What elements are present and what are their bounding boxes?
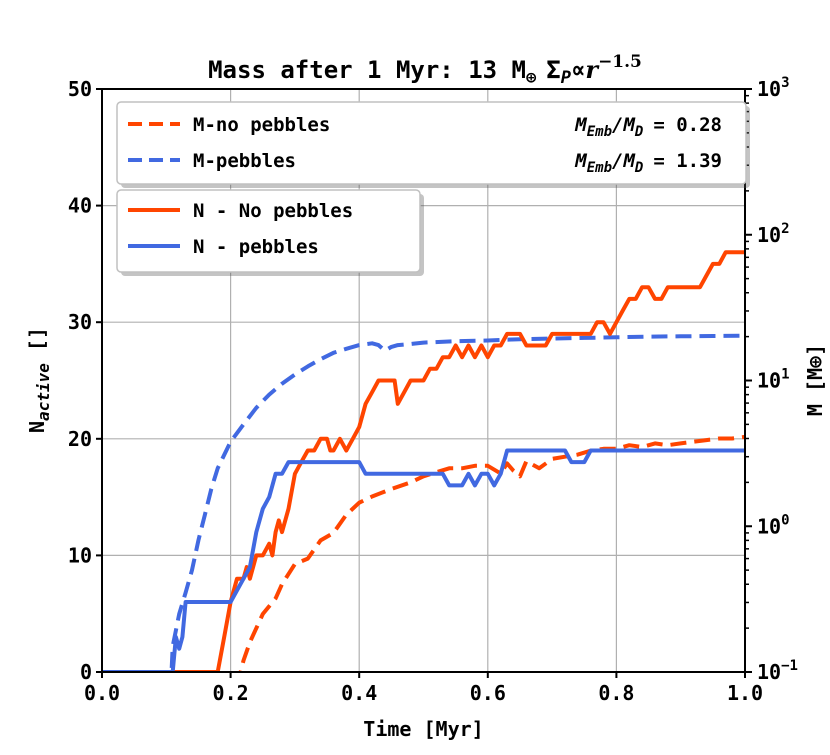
- chart-title: Mass after 1 Myr: 13 M⊕ ΣP∝r−1.5: [208, 52, 642, 88]
- legend-ratio: MEmb/MD = 1.39: [574, 150, 722, 176]
- x-tick-label: 0.2: [213, 681, 249, 705]
- y-left-tick-labels: 0 10 20 30 40 50: [68, 77, 92, 684]
- series-line-m-no-pebbles: [238, 434, 745, 672]
- x-tick-label: 0.4: [341, 681, 377, 705]
- axis-ticks: [96, 88, 752, 678]
- y-left-tick-label: 40: [68, 194, 92, 218]
- y-axis-label-right: M [M⊕]: [803, 344, 827, 416]
- legend-label: N - No pebbles: [193, 200, 353, 222]
- x-tick-label: 0.6: [470, 681, 506, 705]
- legend-label: N - pebbles: [193, 236, 319, 258]
- y-left-tick-label: 10: [68, 543, 92, 567]
- series-line-n-no-pebbles: [102, 250, 745, 672]
- x-tick-labels: 0.0 0.2 0.4 0.6 0.8 1.0: [84, 681, 763, 705]
- series-line-n-pebbles: [102, 448, 745, 672]
- legend-count: N - No pebbles N - pebbles: [116, 189, 424, 276]
- y-right-tick-label: 102: [757, 221, 790, 247]
- y-right-tick-label: 100: [757, 512, 790, 538]
- x-tick-label: 0.0: [84, 681, 120, 705]
- legend-label: M-no pebbles: [193, 114, 330, 136]
- series-line-m-pebbles: [169, 333, 745, 672]
- x-tick-label: 0.8: [598, 681, 634, 705]
- y-left-tick-label: 20: [68, 427, 92, 451]
- y-axis-label-left: Nactive []: [25, 327, 53, 433]
- legend-label: M-pebbles: [193, 150, 296, 172]
- y-left-tick-label: 50: [68, 77, 92, 101]
- y-right-tick-label: 103: [757, 75, 790, 101]
- x-tick-label: 1.0: [727, 681, 763, 705]
- y-left-tick-label: 0: [80, 660, 92, 684]
- y-right-tick-labels: 10−1 100 101 102 103: [757, 75, 798, 684]
- legend-mass: M-no pebbles MEmb/MD = 0.28 M-pebbles MEm…: [116, 101, 750, 188]
- y-left-tick-label: 30: [68, 310, 92, 334]
- y-right-tick-label: 101: [757, 367, 790, 393]
- x-axis-label: Time [Myr]: [363, 717, 483, 741]
- y-right-tick-label: 10−1: [757, 658, 798, 684]
- legend-ratio: MEmb/MD = 0.28: [574, 114, 722, 140]
- series-layer: [102, 250, 745, 672]
